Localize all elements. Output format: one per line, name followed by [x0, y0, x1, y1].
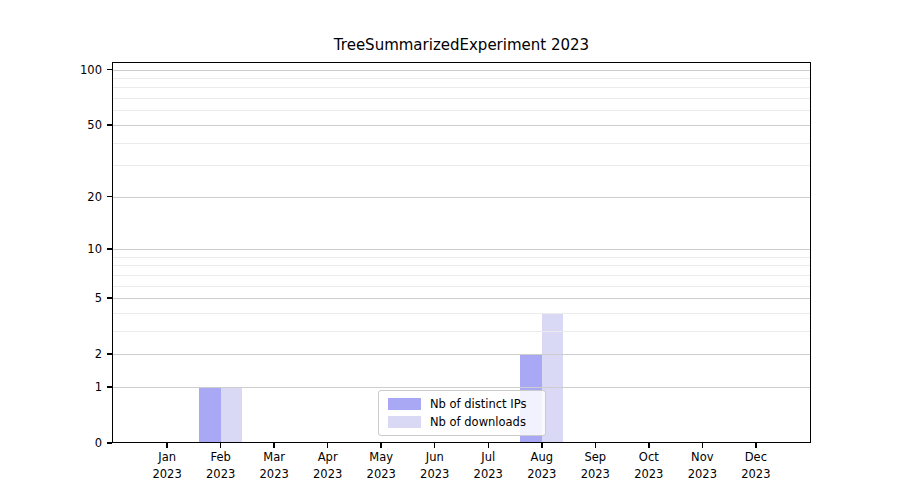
gridline-minor: [112, 110, 811, 111]
gridline-minor: [112, 257, 811, 258]
x-axis-tick-mark: [702, 443, 704, 448]
legend-label: Nb of downloads: [430, 415, 526, 429]
y-axis-tick-label: 2: [0, 347, 102, 361]
bar-distinct-ips: [199, 387, 220, 443]
y-axis-tick-mark: [107, 69, 112, 71]
gridline-major: [112, 125, 811, 126]
y-axis-tick-label: 5: [0, 291, 102, 305]
x-axis-tick-mark: [273, 443, 275, 448]
y-axis-tick-label: 0: [0, 436, 102, 450]
gridline-major: [112, 387, 811, 388]
chart-figure: TreeSummarizedExperiment 2023 Nb of dist…: [0, 0, 900, 500]
gridline-major: [112, 298, 811, 299]
legend: Nb of distinct IPs Nb of downloads: [378, 390, 546, 436]
x-axis-tick-mark: [595, 443, 597, 448]
y-axis-tick-mark: [107, 353, 112, 355]
gridline-minor: [112, 286, 811, 287]
chart-title: TreeSummarizedExperiment 2023: [112, 36, 811, 54]
x-tick-month: Dec: [724, 449, 788, 466]
gridline-major: [112, 249, 811, 250]
gridline-minor: [112, 78, 811, 79]
x-axis-tick-mark: [541, 443, 543, 448]
gridline-minor: [112, 313, 811, 314]
y-axis-tick-mark: [107, 124, 112, 126]
x-axis-tick-mark: [755, 443, 757, 448]
y-axis-tick-mark: [107, 386, 112, 388]
x-axis-tick-mark: [380, 443, 382, 448]
gridline-minor: [112, 98, 811, 99]
x-axis-tick-mark: [327, 443, 329, 448]
y-axis-tick-mark: [107, 297, 112, 299]
gridline-major: [112, 354, 811, 355]
x-tick-year: 2023: [724, 466, 788, 483]
x-axis-tick-mark: [434, 443, 436, 448]
legend-item: Nb of downloads: [388, 415, 536, 429]
gridline-minor: [112, 143, 811, 144]
gridline-minor: [112, 165, 811, 166]
x-axis-tick-mark: [220, 443, 222, 448]
legend-swatch: [388, 416, 421, 428]
gridline-minor: [112, 87, 811, 88]
gridline-minor: [112, 275, 811, 276]
y-axis-tick-label: 1: [0, 380, 102, 394]
y-axis-tick-label: 50: [0, 118, 102, 132]
y-axis-tick-label: 20: [0, 190, 102, 204]
y-axis-tick-mark: [107, 442, 112, 444]
legend-item: Nb of distinct IPs: [388, 397, 536, 411]
x-axis-tick-mark: [648, 443, 650, 448]
y-axis-tick-mark: [107, 248, 112, 250]
bar-downloads: [221, 387, 242, 443]
legend-label: Nb of distinct IPs: [430, 397, 526, 411]
plot-area: [112, 62, 811, 443]
x-axis-tick-mark: [488, 443, 490, 448]
gridline-minor: [112, 331, 811, 332]
x-axis-tick-mark: [166, 443, 168, 448]
gridline-major: [112, 70, 811, 71]
y-axis-tick-mark: [107, 196, 112, 198]
legend-swatch: [388, 398, 421, 410]
y-axis-tick-label: 100: [0, 63, 102, 77]
x-axis-tick-label: Dec2023: [724, 449, 788, 483]
gridline-major: [112, 197, 811, 198]
gridline-minor: [112, 265, 811, 266]
y-axis-tick-label: 10: [0, 242, 102, 256]
